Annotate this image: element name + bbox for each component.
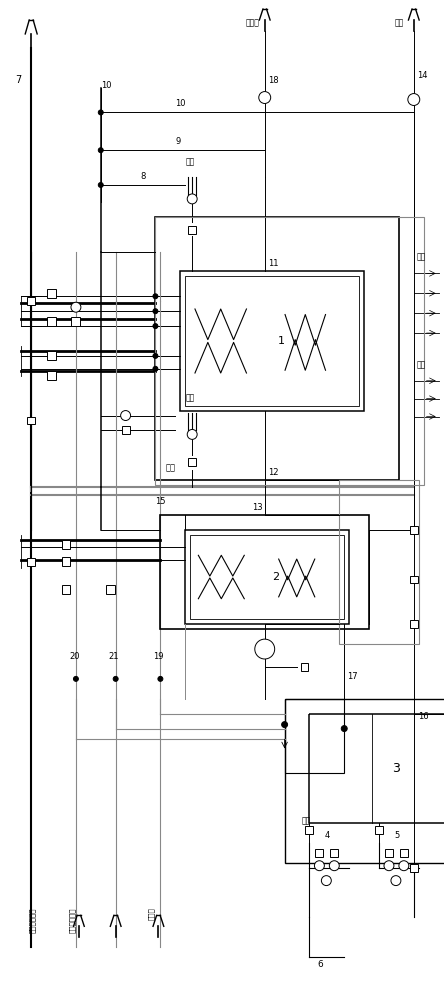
Bar: [385, 849, 393, 857]
Text: 16: 16: [418, 712, 429, 721]
Circle shape: [282, 722, 287, 728]
Circle shape: [121, 411, 130, 420]
Text: 1: 1: [278, 336, 285, 346]
Text: 8: 8: [141, 172, 146, 181]
Text: 5: 5: [394, 831, 399, 840]
Bar: [121, 426, 129, 434]
Bar: [339, 480, 419, 644]
Circle shape: [259, 92, 271, 103]
Circle shape: [341, 726, 347, 732]
Text: 煤气风流装置: 煤气风流装置: [69, 907, 76, 933]
Bar: [285, 699, 445, 863]
Bar: [330, 849, 338, 857]
Circle shape: [98, 148, 103, 153]
Circle shape: [73, 676, 78, 681]
Bar: [305, 826, 313, 834]
Bar: [300, 663, 308, 671]
Bar: [410, 526, 418, 534]
Text: 4: 4: [324, 831, 330, 840]
Text: 10: 10: [175, 99, 186, 108]
Text: 9: 9: [175, 137, 181, 146]
Bar: [160, 515, 369, 629]
Circle shape: [187, 194, 197, 204]
Bar: [185, 276, 359, 406]
Text: 煤气: 煤气: [417, 361, 426, 370]
Bar: [188, 226, 196, 234]
Bar: [47, 289, 56, 298]
Circle shape: [98, 110, 103, 115]
Circle shape: [153, 353, 158, 358]
Bar: [185, 530, 349, 624]
Bar: [410, 576, 418, 583]
Text: 7: 7: [15, 75, 21, 85]
Text: 10: 10: [101, 81, 111, 90]
Bar: [188, 458, 196, 466]
Text: 热气: 热气: [302, 816, 311, 825]
Bar: [155, 217, 399, 480]
Text: 煤气: 煤气: [185, 394, 194, 403]
Circle shape: [321, 876, 332, 886]
Text: 煤气: 煤气: [185, 157, 194, 166]
Text: 20: 20: [69, 652, 80, 661]
Circle shape: [391, 876, 401, 886]
Bar: [61, 540, 70, 549]
Circle shape: [158, 676, 163, 681]
Circle shape: [315, 861, 324, 871]
Bar: [375, 826, 383, 834]
Text: 15: 15: [155, 497, 166, 506]
Bar: [316, 849, 324, 857]
Text: 13: 13: [252, 503, 263, 512]
Bar: [106, 585, 115, 594]
Text: 煤气风流装置: 煤气风流装置: [29, 907, 36, 933]
Circle shape: [399, 861, 409, 871]
Bar: [47, 317, 56, 326]
Bar: [27, 297, 35, 305]
Circle shape: [408, 94, 420, 105]
Bar: [72, 317, 81, 326]
Circle shape: [153, 366, 158, 371]
Text: 天然气: 天然气: [246, 18, 260, 27]
Circle shape: [255, 639, 275, 659]
Circle shape: [113, 676, 118, 681]
Bar: [410, 620, 418, 628]
Text: 2: 2: [272, 572, 279, 582]
Text: 21: 21: [109, 652, 119, 661]
Circle shape: [384, 861, 394, 871]
Circle shape: [187, 429, 197, 439]
Text: 17: 17: [347, 672, 358, 681]
Circle shape: [153, 309, 158, 314]
Text: 3: 3: [392, 762, 400, 775]
Bar: [410, 864, 418, 872]
Bar: [27, 558, 35, 566]
Text: 烟气: 烟气: [166, 463, 175, 472]
Bar: [180, 271, 364, 411]
Text: 18: 18: [268, 76, 278, 85]
Text: 煤气: 煤气: [417, 253, 426, 262]
Bar: [27, 417, 35, 424]
Bar: [155, 217, 424, 485]
Circle shape: [153, 324, 158, 329]
Circle shape: [98, 182, 103, 187]
Circle shape: [71, 302, 81, 312]
Bar: [309, 714, 445, 823]
Circle shape: [153, 294, 158, 299]
Text: 19: 19: [154, 652, 164, 661]
Text: 11: 11: [268, 259, 278, 268]
Text: 煤气: 煤气: [395, 18, 404, 27]
Circle shape: [329, 861, 339, 871]
Bar: [285, 699, 344, 773]
Bar: [47, 351, 56, 360]
Text: 14: 14: [417, 71, 427, 80]
Bar: [61, 585, 70, 594]
Bar: [400, 849, 408, 857]
Text: 6: 6: [317, 960, 323, 969]
Text: 天然气: 天然气: [149, 907, 155, 920]
Bar: [190, 535, 344, 619]
Bar: [47, 371, 56, 380]
Text: 12: 12: [268, 468, 278, 477]
Bar: [61, 557, 70, 566]
